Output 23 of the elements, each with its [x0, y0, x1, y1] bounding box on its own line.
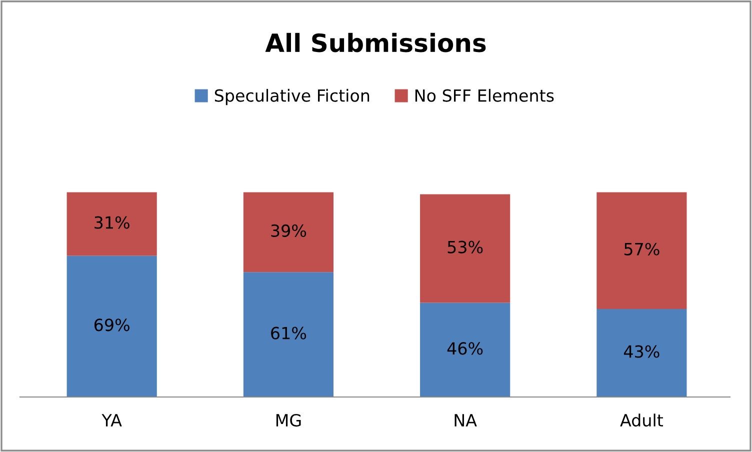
legend-label: No SFF Elements — [415, 88, 554, 102]
x-tick-label: Adult — [620, 414, 663, 427]
bar — [420, 302, 510, 397]
data-label: 57% — [624, 242, 660, 256]
data-label: 53% — [448, 240, 483, 254]
bar — [66, 192, 157, 256]
data-label: 43% — [624, 345, 660, 358]
x-tick-label: MG — [276, 414, 301, 427]
x-tick-label: YA — [102, 414, 122, 426]
bar — [596, 192, 687, 309]
x-tick-label: NA — [454, 414, 477, 426]
data-label: 69% — [94, 318, 130, 332]
bar — [66, 256, 157, 397]
chart-title: All Submissions — [265, 32, 486, 52]
bar — [243, 192, 334, 272]
legend-label: Speculative Fiction — [214, 88, 370, 106]
data-label: 46% — [447, 342, 483, 355]
bar — [420, 194, 510, 303]
data-label: 39% — [271, 224, 306, 238]
bar — [243, 272, 334, 397]
bar — [596, 308, 687, 397]
data-label: 31% — [94, 216, 130, 229]
data-label: 61% — [271, 326, 306, 340]
